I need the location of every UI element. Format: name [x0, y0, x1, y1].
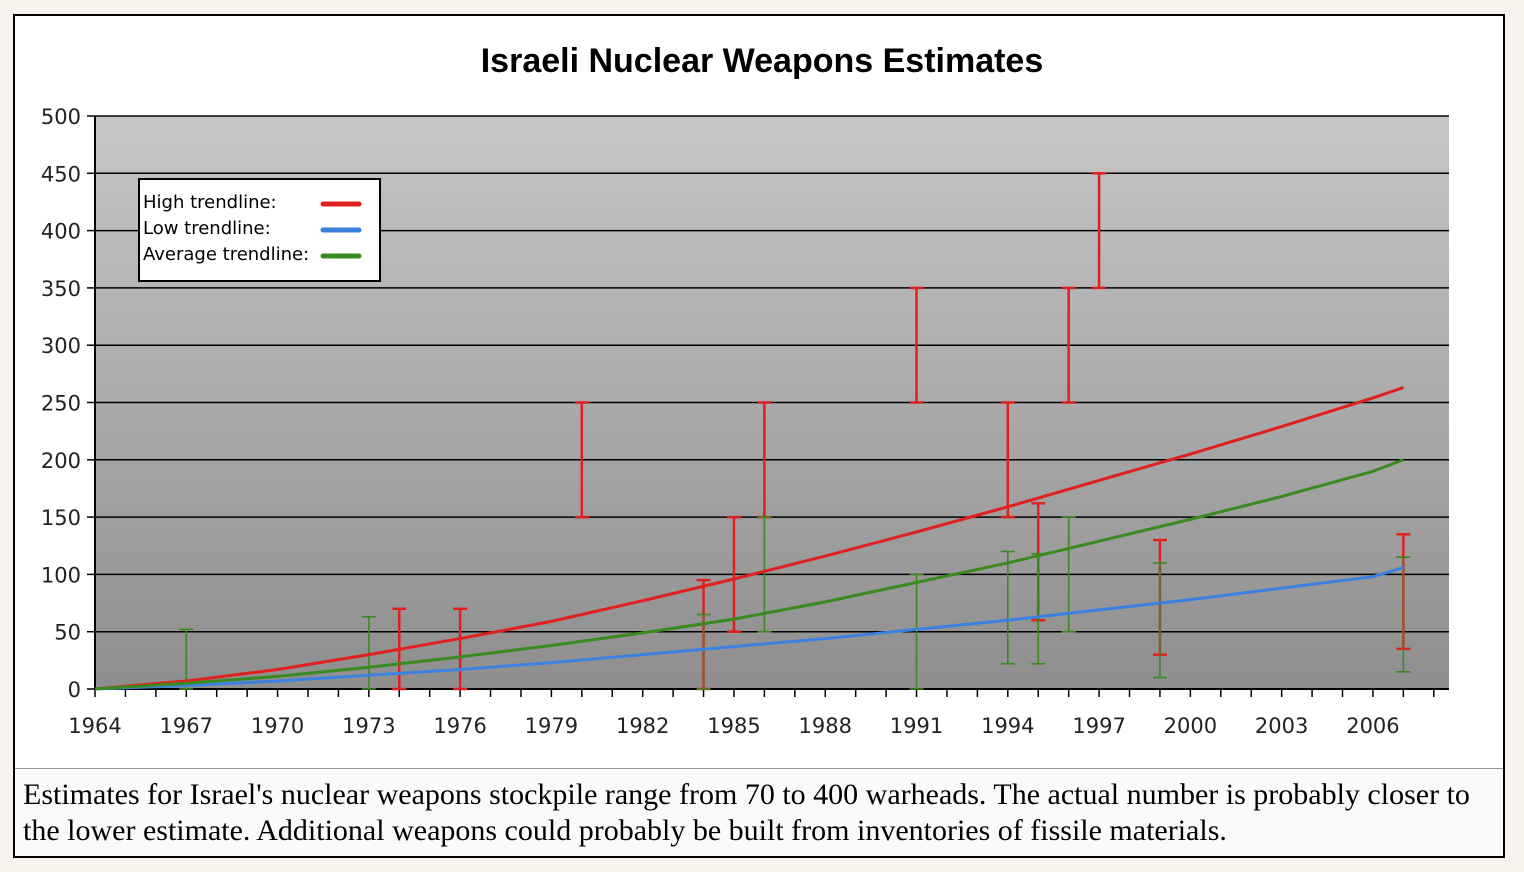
error-bar-1984-6 [696, 613, 711, 690]
error-bar-1996-16 [1061, 286, 1076, 404]
x-tick-label-1994: 1994 [981, 714, 1034, 738]
error-bar-1999-20 [1152, 562, 1167, 679]
error-bar-1994-13 [1000, 550, 1015, 665]
axes [94, 116, 1449, 697]
x-tick-label-2003: 2003 [1255, 714, 1308, 738]
series-line-0 [94, 386, 1404, 691]
x-tick-label-1985: 1985 [707, 714, 760, 738]
y-tick-label-0: 0 [68, 678, 81, 702]
y-tick-label-450: 450 [41, 162, 81, 186]
caption: Estimates for Israel's nuclear weapons s… [15, 768, 1503, 856]
y-tick-label-100: 100 [41, 563, 81, 587]
y-tick-label-300: 300 [41, 334, 81, 358]
trendlines [94, 386, 1404, 691]
error-bar-1980-4 [574, 401, 589, 519]
error-bar-2007-22 [1396, 556, 1411, 673]
chart-svg: 0 50 100 150 200 250 300 350 400 450 500 1964 1967 19… [41, 42, 1449, 738]
x-tick-label-1967: 1967 [160, 714, 213, 738]
y-tick-label-150: 150 [41, 506, 81, 530]
error-bar-1997-18 [1092, 172, 1107, 290]
error-bar-1985-7 [726, 515, 741, 633]
error-bar-1991-10 [909, 286, 924, 404]
legend-label-2: Average trendline: [143, 244, 309, 265]
x-tick-label-1982: 1982 [616, 714, 669, 738]
error-bar-1994-12 [1000, 401, 1015, 519]
chart-title: Israeli Nuclear Weapons Estimates [481, 42, 1044, 80]
y-tick-label-50: 50 [54, 621, 81, 645]
legend-label-1: Low trendline: [143, 218, 271, 239]
x-tick-label-1979: 1979 [525, 714, 578, 738]
y-tick-label-200: 200 [41, 449, 81, 473]
legend: High trendline: Low trendline: Average tre… [138, 178, 381, 282]
y-tick-label-350: 350 [41, 277, 81, 301]
legend-label-0: High trendline: [143, 192, 277, 213]
series-line-1 [94, 566, 1404, 691]
x-tick-label-1970: 1970 [251, 714, 304, 738]
error-bar-1973-1 [361, 616, 376, 690]
tick-labels: 0 50 100 150 200 250 300 350 400 450 500 1964 1967 19… [41, 105, 1400, 738]
x-tick-label-2000: 2000 [1164, 714, 1217, 738]
y-tick-label-250: 250 [41, 392, 81, 416]
x-tick-label-1964: 1964 [68, 714, 121, 738]
y-tick-label-400: 400 [41, 220, 81, 244]
x-tick-label-1973: 1973 [342, 714, 395, 738]
y-tick-label-500: 500 [41, 105, 81, 129]
x-tick-label-1997: 1997 [1072, 714, 1125, 738]
x-tick-label-2006: 2006 [1346, 714, 1399, 738]
error-bar-1967-0 [179, 628, 194, 690]
x-tick-label-1988: 1988 [799, 714, 852, 738]
error-bar-1991-11 [909, 573, 924, 690]
x-tick-label-1976: 1976 [433, 714, 486, 738]
error-bar-1976-3 [453, 607, 468, 691]
series-line-2 [94, 458, 1404, 691]
chart-frame: 0 50 100 150 200 250 300 350 400 450 500 1964 1967 19… [13, 14, 1505, 858]
x-tick-label-1991: 1991 [890, 714, 943, 738]
